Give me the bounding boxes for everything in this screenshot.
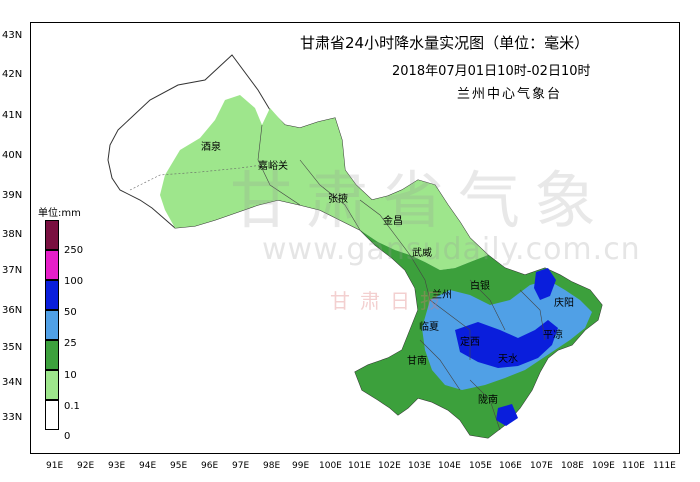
lon-tick: 98E	[263, 461, 281, 471]
rain-zone-blue	[455, 320, 558, 368]
city-label: 张掖	[328, 194, 348, 205]
legend-label: 250	[64, 245, 84, 256]
legend-label: 0.1	[64, 401, 80, 412]
legend-label: 10	[64, 370, 77, 381]
map-organization: 兰州中心气象台	[457, 87, 563, 102]
lon-tick: 106E	[499, 461, 522, 471]
lon-tick: 111E	[653, 461, 676, 471]
lon-tick: 103E	[408, 461, 431, 471]
lon-tick: 110E	[622, 461, 645, 471]
lon-tick: 94E	[139, 461, 157, 471]
city-label: 甘南	[407, 356, 427, 367]
lon-tick: 108E	[561, 461, 584, 471]
city-label: 金昌	[383, 216, 403, 227]
lon-tick: 104E	[438, 461, 461, 471]
city-label: 庆阳	[554, 298, 574, 309]
city-label: 陇南	[478, 395, 498, 406]
lon-tick: 105E	[469, 461, 492, 471]
legend-swatch	[45, 310, 59, 340]
lon-tick: 96E	[201, 461, 219, 471]
rain-zone-blue-patch-south	[496, 404, 518, 426]
rain-zone-blue-patch	[534, 268, 556, 300]
map-title: 甘肃省24小时降水量实况图（单位：毫米）	[300, 34, 590, 52]
lat-tick: 38N	[2, 229, 23, 240]
lat-tick: 40N	[2, 150, 23, 161]
lat-tick: 42N	[2, 69, 23, 80]
legend-swatch	[45, 370, 59, 400]
city-label: 临夏	[419, 322, 439, 333]
city-label: 酒泉	[201, 142, 221, 153]
district-boundaries	[257, 124, 546, 431]
city-label: 平凉	[543, 330, 563, 341]
city-label: 定西	[460, 337, 480, 348]
city-label: 嘉峪关	[258, 161, 288, 172]
city-label: 武威	[412, 248, 432, 259]
lat-tick: 39N	[2, 190, 23, 201]
lat-tick: 35N	[2, 342, 23, 353]
legend-label: 25	[64, 338, 77, 349]
lon-tick: 102E	[378, 461, 401, 471]
lat-tick: 43N	[2, 30, 23, 41]
map-frame	[30, 22, 680, 454]
map-subtitle: 2018年07月01日10时-02日10时	[392, 64, 591, 79]
lat-tick: 33N	[2, 412, 23, 423]
legend-label: 100	[64, 276, 84, 287]
legend-label: 0	[64, 431, 71, 442]
legend-swatch	[45, 280, 59, 310]
prefecture-line	[129, 164, 263, 191]
lat-tick: 41N	[2, 110, 23, 121]
city-label: 白银	[470, 281, 490, 292]
lon-tick: 99E	[292, 461, 310, 471]
lon-tick: 92E	[77, 461, 95, 471]
lat-tick: 37N	[2, 265, 23, 276]
watermark-url: www.gansudaily.com.cn	[262, 232, 641, 267]
lon-tick: 91E	[46, 461, 64, 471]
watermark-brand: 甘肃日报	[330, 289, 450, 313]
rain-zone-light-green	[160, 95, 488, 270]
lon-tick: 97E	[232, 461, 250, 471]
lon-tick: 101E	[348, 461, 371, 471]
lon-tick: 93E	[108, 461, 126, 471]
legend-swatch	[45, 340, 59, 370]
lon-tick: 107E	[530, 461, 553, 471]
watermark-chinese: 甘肃省气象	[230, 164, 611, 237]
city-label: 兰州	[432, 290, 452, 301]
legend-swatch	[45, 250, 59, 280]
legend-swatch	[45, 400, 59, 430]
city-label: 天水	[498, 354, 518, 365]
lon-tick: 100E	[319, 461, 342, 471]
legend-swatch	[45, 220, 59, 250]
legend-unit: 单位:mm	[38, 208, 81, 219]
lon-tick: 109E	[592, 461, 615, 471]
lat-tick: 36N	[2, 305, 23, 316]
legend-label: 50	[64, 307, 77, 318]
lat-tick: 34N	[2, 377, 23, 388]
lon-tick: 95E	[170, 461, 188, 471]
